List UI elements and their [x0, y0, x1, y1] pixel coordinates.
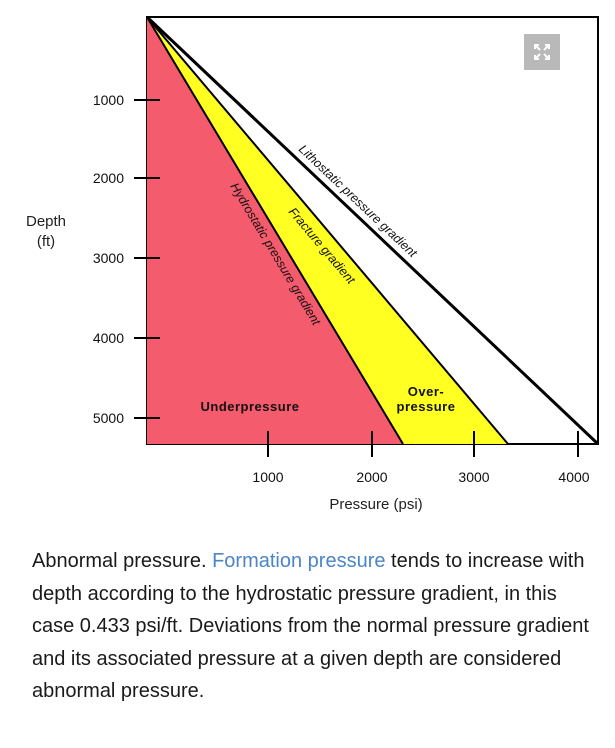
x-tick-label: 3000 — [458, 469, 489, 485]
overpressure-label-line2: pressure — [397, 399, 456, 414]
y-axis-title-unit: (ft) — [37, 233, 55, 250]
x-axis — [267, 431, 579, 457]
x-tick-label: 1000 — [252, 469, 283, 485]
caption-body: tends to increase with depth according t… — [32, 550, 589, 702]
expand-image-button[interactable] — [524, 34, 560, 70]
y-tick-label: 5000 — [93, 410, 124, 426]
y-tick-label: 3000 — [93, 250, 124, 266]
overpressure-label-line1: Over- — [408, 384, 444, 399]
x-tick-label: 2000 — [356, 469, 387, 485]
hydrostatic-gradient-line — [146, 16, 404, 445]
underpressure-label: Underpressure — [201, 399, 300, 414]
y-tick-label: 1000 — [93, 92, 124, 108]
formation-pressure-link[interactable]: Formation pressure — [212, 550, 386, 572]
x-axis-title: Pressure (psi) — [329, 496, 422, 513]
y-axis — [134, 99, 160, 419]
y-axis-title: Depth — [26, 213, 66, 230]
pressure-gradient-diagram: 1000 2000 3000 4000 5000 Depth (ft) 1000… — [26, 15, 600, 513]
lithostatic-gradient-line — [145, 15, 600, 446]
x-tick-label: 4000 — [558, 469, 589, 485]
figure-caption: Abnormal pressure. Formation pressure te… — [32, 545, 592, 708]
expand-arrows-icon — [534, 44, 550, 60]
y-tick-label: 2000 — [93, 170, 124, 186]
fracture-gradient-line — [146, 16, 509, 445]
caption-lead: Abnormal pressure. — [32, 550, 213, 572]
y-tick-label: 4000 — [93, 330, 124, 346]
